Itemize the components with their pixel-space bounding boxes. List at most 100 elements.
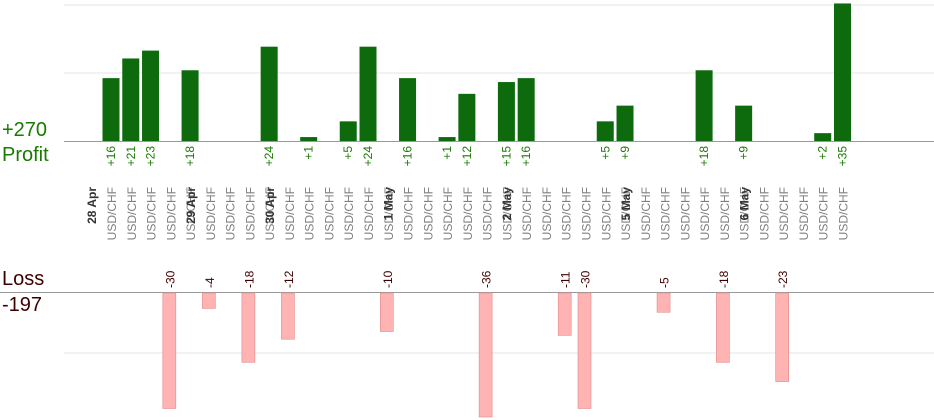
pair-label: USD/CHF — [125, 187, 139, 240]
loss-value-label: -18 — [717, 270, 731, 288]
profit-value-label: +9 — [737, 146, 751, 160]
pair-label: USD/CHF — [243, 187, 257, 240]
profit-value-label: +5 — [598, 146, 612, 160]
date-label: 28 Apr — [85, 187, 99, 224]
profit-bar — [695, 70, 713, 141]
loss-value-label: -30 — [163, 270, 177, 288]
profit-bar — [735, 105, 753, 141]
pair-label: USD/CHF — [342, 187, 356, 240]
profit-value-label: +16 — [104, 146, 118, 167]
pair-label: USD/CHF — [461, 187, 475, 240]
pair-label: USD/CHF — [738, 187, 752, 240]
profit-value-label: +18 — [183, 146, 197, 167]
pair-label: USD/CHF — [757, 187, 771, 240]
date-label: 1 May — [382, 187, 396, 221]
pair-label: USD/CHF — [836, 187, 850, 240]
pair-label: USD/CHF — [718, 187, 732, 240]
profit-value-label: +1 — [302, 146, 316, 160]
pair-label: USD/CHF — [184, 187, 198, 240]
pair-label: USD/CHF — [817, 187, 831, 240]
loss-bar — [716, 292, 730, 363]
profit-value-label: +2 — [816, 146, 830, 160]
loss-value-label: -4 — [203, 277, 217, 288]
pair-label: USD/CHF — [164, 187, 178, 240]
profit-value-label: +16 — [401, 146, 415, 167]
profit-value-label: +16 — [519, 146, 533, 167]
pair-label: USD/CHF — [481, 187, 495, 240]
loss-value-label: -10 — [381, 270, 395, 288]
pair-label: USD/CHF — [579, 187, 593, 240]
profit-bar — [517, 78, 535, 141]
profit-bar — [814, 133, 832, 141]
loss-bar — [656, 292, 671, 313]
loss-value-label: -36 — [480, 270, 494, 288]
profit-bar — [300, 137, 318, 141]
profit-value-label: +24 — [262, 146, 276, 167]
pair-label: USD/CHF — [639, 187, 653, 240]
profit-value-label: +1 — [440, 146, 454, 160]
profit-value-label: +24 — [361, 146, 375, 167]
profit-bar — [102, 78, 120, 141]
date-label: 6 May — [737, 187, 751, 221]
pair-label: USD/CHF — [599, 187, 613, 240]
pair-label: USD/CHF — [204, 187, 218, 240]
pair-label: USD/CHF — [619, 187, 633, 240]
loss-bar — [478, 292, 493, 418]
pair-label: USD/CHF — [263, 187, 277, 240]
profit-bar — [596, 121, 614, 141]
loss-value-label: -18 — [242, 270, 256, 288]
pair-label: USD/CHF — [303, 187, 317, 240]
pair-label: USD/CHF — [283, 187, 297, 240]
profit-bar — [181, 70, 199, 141]
pair-label: USD/CHF — [105, 187, 119, 240]
pair-label: USD/CHF — [659, 187, 673, 240]
profit-value-label: +5 — [341, 146, 355, 160]
loss-value-label: -23 — [776, 270, 790, 288]
profit-total: +270 — [2, 119, 48, 141]
date-label: 30 Apr — [263, 187, 277, 224]
loss-bar — [281, 292, 295, 340]
loss-bar — [577, 292, 592, 409]
pair-label: USD/CHF — [540, 187, 554, 240]
profit-label: Profit — [2, 144, 49, 166]
profit-value-label: +21 — [124, 146, 138, 167]
loss-value-label: -12 — [282, 270, 296, 288]
profit-bar — [359, 46, 377, 141]
pair-label: USD/CHF — [560, 187, 574, 240]
profit-bar — [616, 105, 634, 141]
pair-label: USD/CHF — [362, 187, 376, 240]
pair-label: USD/CHF — [421, 187, 435, 240]
profit-value-label: +18 — [697, 146, 711, 167]
profit-value-label: +35 — [835, 146, 849, 167]
pair-label: USD/CHF — [145, 187, 159, 240]
profit-bar — [497, 82, 515, 141]
profit-bar — [399, 78, 417, 141]
loss-bar — [775, 292, 789, 382]
loss-bar — [557, 292, 572, 336]
pair-label: USD/CHF — [402, 187, 416, 240]
date-label: 5 May — [619, 187, 633, 221]
pair-label: USD/CHF — [520, 187, 534, 240]
pair-label: USD/CHF — [382, 187, 396, 240]
loss-bar — [241, 292, 256, 363]
profit-bar — [833, 3, 851, 142]
pair-label: USD/CHF — [322, 187, 336, 240]
loss-label: Loss — [2, 268, 45, 290]
pair-label: USD/CHF — [441, 187, 455, 240]
loss-bar — [162, 292, 177, 409]
profit-bar — [458, 93, 476, 141]
profit-bar — [339, 121, 357, 141]
loss-value-label: -5 — [658, 277, 672, 288]
pair-label: USD/CHF — [678, 187, 692, 240]
loss-bar — [379, 292, 394, 332]
profit-bar — [122, 58, 140, 141]
pair-label: USD/CHF — [797, 187, 811, 240]
pair-label: USD/CHF — [777, 187, 791, 240]
date-label: 29 Apr — [184, 187, 198, 224]
pair-label: USD/CHF — [500, 187, 514, 240]
loss-total: -197 — [2, 294, 43, 316]
loss-value-label: -11 — [559, 271, 573, 288]
loss-value-label: -30 — [578, 270, 592, 288]
pair-label: USD/CHF — [698, 187, 712, 240]
